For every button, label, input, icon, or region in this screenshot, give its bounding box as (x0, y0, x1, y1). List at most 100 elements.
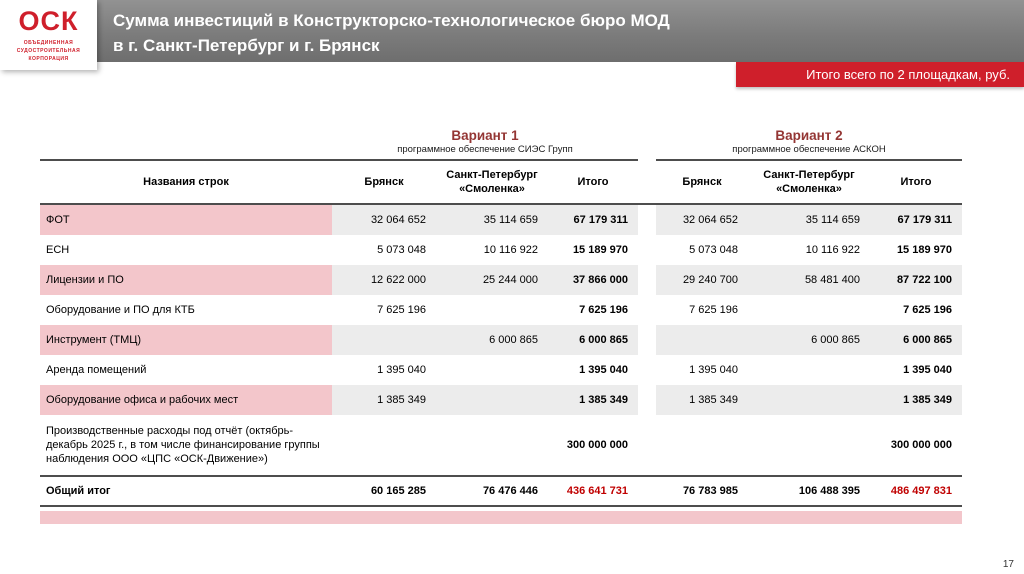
value-cell (656, 415, 748, 475)
variant-2-header: Вариант 2 программное обеспечение АСКОН (656, 128, 962, 161)
osk-logo-line3: КОРПОРАЦИЯ (28, 55, 69, 62)
value-cell: 5 073 048 (377, 243, 426, 256)
column-header-names: Названия строк (143, 175, 229, 188)
value-cell: 76 783 985 (682, 484, 738, 497)
gap-cell (638, 477, 656, 505)
value-cell (748, 295, 870, 325)
total-cell: 67 179 311 (548, 205, 638, 235)
total-cell: 7 625 196 (579, 303, 628, 316)
total-cell: 1 385 349 (870, 385, 962, 415)
total-cell: 1 395 040 (579, 363, 628, 376)
value-cell (436, 295, 548, 325)
variant-2-title: Вариант 2 (775, 128, 843, 143)
variant-1-header: Вариант 1 программное обеспечение СИЭС Г… (332, 128, 638, 161)
value-cell: 1 385 349 (656, 385, 748, 415)
value-cell (748, 355, 870, 385)
total-cell: 37 866 000 (548, 265, 638, 295)
value-cell (748, 415, 870, 475)
value-cell: 76 476 446 (482, 484, 538, 497)
page-number: 17 (1002, 559, 1014, 570)
grand-total-cell: 436 641 731 (566, 484, 628, 497)
table-row: Оборудование офиса и рабочих мест 1 385 … (40, 385, 962, 415)
value-cell (656, 325, 748, 355)
value-cell: 25 244 000 (436, 265, 548, 295)
osk-logo: ОСК ОБЪЕДИНЕННАЯ СУДОСТРОИТЕЛЬНАЯ КОРПОР… (0, 0, 97, 70)
value-cell: 12 622 000 (332, 265, 436, 295)
osk-logo-line1: ОБЪЕДИНЕННАЯ (23, 39, 74, 46)
column-header-row: Названия строк Брянск Санкт-Петербург «С… (40, 161, 962, 205)
row-label: Производственные расходы под отчёт (октя… (46, 424, 320, 466)
gap-cell (638, 295, 656, 325)
investment-table: Вариант 1 программное обеспечение СИЭС Г… (40, 128, 962, 524)
gap-cell (638, 355, 656, 385)
osk-logo-line2: СУДОСТРОИТЕЛЬНАЯ (16, 47, 81, 54)
value-cell: 10 116 922 (483, 243, 538, 256)
total-cell: 300 000 000 (890, 438, 952, 451)
value-cell (332, 415, 436, 475)
row-label: Аренда помещений (46, 363, 147, 376)
row-label: Инструмент (ТМЦ) (40, 325, 332, 355)
value-cell: 1 395 040 (689, 363, 738, 376)
value-cell: 106 488 395 (798, 484, 860, 497)
total-cell: 15 189 970 (572, 243, 628, 256)
variant-header-spacer (40, 126, 332, 161)
row-label: Оборудование и ПО для КТБ (46, 303, 195, 316)
total-cell: 7 625 196 (903, 303, 952, 316)
value-cell: 32 064 652 (332, 205, 436, 235)
column-header-v1-spb: Санкт-Петербург «Смоленка» (446, 168, 538, 195)
total-cell: 87 722 100 (870, 265, 962, 295)
value-cell (748, 385, 870, 415)
slide-title: Сумма инвестиций в Конструкторско-технол… (113, 9, 724, 58)
value-cell: 35 114 659 (436, 205, 548, 235)
row-label: ЕСН (46, 243, 70, 256)
gap-cell (638, 415, 656, 475)
row-label: ФОТ (40, 205, 332, 235)
gap-cell (638, 235, 656, 265)
variant-1-subtitle: программное обеспечение СИЭС Групп (397, 144, 573, 155)
row-label: Оборудование офиса и рабочих мест (40, 385, 332, 415)
total-cell: 6 000 865 (870, 325, 962, 355)
value-cell: 7 625 196 (689, 303, 738, 316)
variant-1-title: Вариант 1 (451, 128, 519, 143)
table-row: Лицензии и ПО 12 622 000 25 244 000 37 8… (40, 265, 962, 295)
value-cell (436, 415, 548, 475)
value-cell (436, 385, 548, 415)
gap-cell (638, 265, 656, 295)
value-cell: 32 064 652 (656, 205, 748, 235)
gap-cell (638, 205, 656, 235)
column-header-v1-total: Итого (577, 175, 609, 188)
table-row: ФОТ 32 064 652 35 114 659 67 179 311 32 … (40, 205, 962, 235)
value-cell: 60 165 285 (370, 484, 426, 497)
value-cell: 6 000 865 (436, 325, 548, 355)
value-cell: 1 385 349 (332, 385, 436, 415)
total-cell: 15 189 970 (896, 243, 952, 256)
row-label: Лицензии и ПО (40, 265, 332, 295)
osk-logo-subtitle: ОБЪЕДИНЕННАЯ СУДОСТРОИТЕЛЬНАЯ КОРПОРАЦИЯ (17, 39, 80, 63)
slide-header-bar (0, 0, 1024, 62)
gap-cell (638, 385, 656, 415)
table-row: ЕСН 5 073 048 10 116 922 15 189 970 5 07… (40, 235, 962, 265)
total-cell: 1 395 040 (903, 363, 952, 376)
slide-title-line2: в г. Санкт-Петербург и г. Брянск (113, 35, 380, 55)
value-cell: 5 073 048 (689, 243, 738, 256)
column-header-v1-bryansk: Брянск (364, 175, 404, 188)
row-label: Общий итог (46, 484, 111, 497)
value-cell: 6 000 865 (748, 325, 870, 355)
table-row: Оборудование и ПО для КТБ 7 625 196 7 62… (40, 295, 962, 325)
osk-logo-mark: ОСК (18, 5, 79, 36)
column-header-v2-spb: Санкт-Петербург «Смоленка» (763, 168, 855, 195)
slide-title-line1: Сумма инвестиций в Конструкторско-технол… (113, 11, 670, 30)
gap-cell (638, 325, 656, 355)
bottom-pink-strip (40, 511, 962, 524)
value-cell: 58 481 400 (748, 265, 870, 295)
value-cell (332, 325, 436, 355)
total-cell: 67 179 311 (870, 205, 962, 235)
value-cell: 1 395 040 (377, 363, 426, 376)
grand-total-row: Общий итог 60 165 285 76 476 446 436 641… (40, 475, 962, 507)
table-row: Инструмент (ТМЦ) 6 000 865 6 000 865 6 0… (40, 325, 962, 355)
variant-header-row: Вариант 1 программное обеспечение СИЭС Г… (40, 128, 962, 161)
total-banner: Итого всего по 2 площадкам, руб. (736, 62, 1024, 87)
variant-2-subtitle: программное обеспечение АСКОН (732, 144, 886, 155)
grand-total-cell: 486 497 831 (890, 484, 952, 497)
value-cell: 10 116 922 (805, 243, 860, 256)
